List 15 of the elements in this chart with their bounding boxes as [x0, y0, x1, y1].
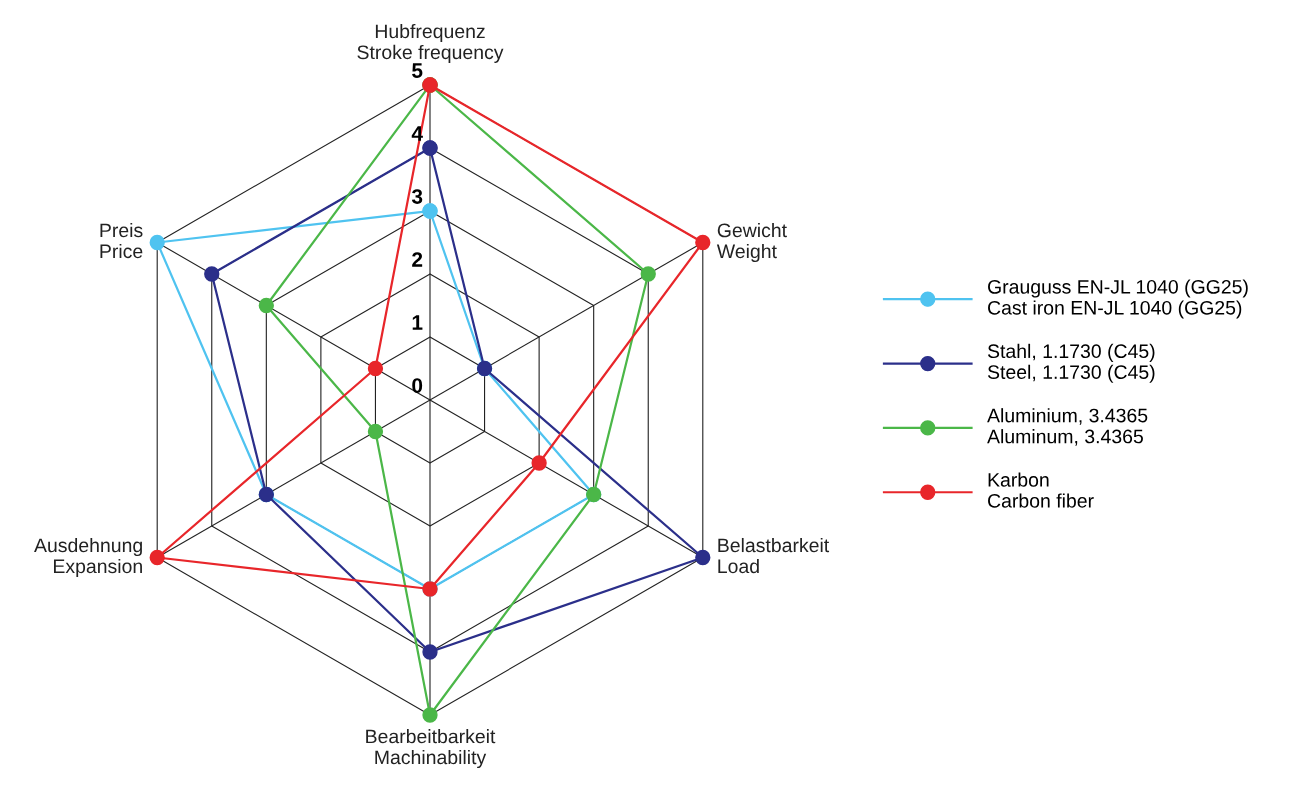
- spoke-label: Hubfrequenz Stroke frequency: [357, 23, 504, 63]
- spoke-label: Ausdehnung Expansion: [34, 537, 142, 578]
- y-tick-label: 0: [412, 378, 423, 393]
- spoke-label: Bearbeitbarkeit Machinability: [366, 729, 496, 769]
- y-tick-label: 1: [412, 315, 423, 330]
- y-tick-label: 5: [412, 63, 423, 78]
- spoke-label: Preis Price: [100, 222, 143, 259]
- y-tick-label: 3: [411, 189, 423, 204]
- legend-label: Karbon Carbon fiber: [988, 472, 1094, 508]
- y-tick-label: 2: [412, 252, 423, 267]
- legend-label: Aluminium, 3.4365 Aluminum, 3.4365: [987, 408, 1148, 446]
- legend-label: Grauguss EN-JL 1040 (GG25) Cast iron EN-JL 1040 (GG25): [988, 279, 1248, 319]
- spoke-label: Gewicht Weight: [716, 222, 787, 263]
- legend-label: Stahl, 1.1730 (C45) Steel, 1.1730 (C45): [987, 343, 1155, 383]
- spoke-label: Belastbarkeit Load: [718, 537, 830, 574]
